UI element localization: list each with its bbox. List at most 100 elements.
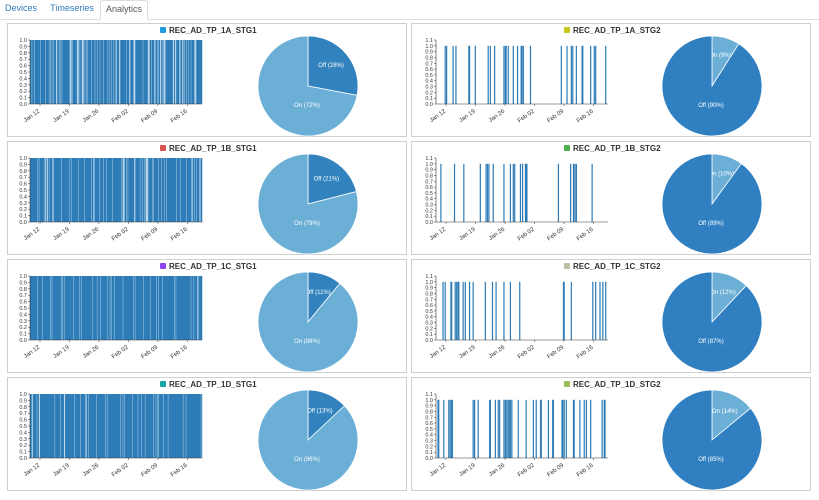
tab-devices[interactable]: Devices bbox=[4, 3, 37, 13]
bar-mark bbox=[184, 276, 186, 340]
bar-mark bbox=[88, 276, 90, 340]
bar-mark bbox=[153, 158, 155, 222]
bar-mark bbox=[101, 40, 103, 104]
bar-mark bbox=[440, 163, 442, 222]
bar-mark bbox=[37, 276, 39, 340]
bar-mark bbox=[57, 276, 59, 340]
bar-mark bbox=[47, 276, 49, 340]
y-tick-label: 0.2 bbox=[19, 443, 27, 449]
bar-mark bbox=[35, 276, 37, 340]
tab-timeseries[interactable]: Timeseries bbox=[50, 3, 94, 13]
bar-mark bbox=[169, 158, 170, 222]
bar-mark bbox=[34, 158, 36, 222]
bar-mark bbox=[171, 276, 173, 340]
bar-mark bbox=[582, 45, 584, 104]
bar-mark bbox=[200, 40, 202, 104]
bar-mark bbox=[574, 163, 576, 222]
bar-mark bbox=[437, 399, 439, 458]
bar-mark bbox=[49, 276, 51, 340]
bar-mark bbox=[195, 276, 197, 340]
bar-mark bbox=[155, 276, 157, 340]
bar-mark bbox=[142, 158, 144, 222]
x-tick-label: Feb 02 bbox=[111, 108, 130, 124]
bar-mark bbox=[592, 281, 594, 340]
bar-mark bbox=[40, 394, 42, 458]
pie-label: Off (13%) bbox=[307, 409, 333, 415]
bar-mark bbox=[53, 276, 55, 340]
bar-mark bbox=[86, 276, 88, 340]
bar-mark bbox=[192, 276, 194, 340]
bar-mark bbox=[180, 158, 182, 222]
bar-mark bbox=[75, 394, 77, 458]
bar-mark bbox=[507, 399, 509, 458]
bar-mark bbox=[194, 394, 196, 458]
pie-slice bbox=[257, 153, 359, 255]
y-tick-label: 0.9 bbox=[19, 44, 27, 50]
bar-mark bbox=[160, 394, 162, 458]
bar-mark bbox=[62, 394, 64, 458]
bar-mark bbox=[186, 276, 188, 340]
bar-mark bbox=[52, 394, 54, 458]
bar-mark bbox=[189, 394, 191, 458]
y-tick-label: 0.8 bbox=[19, 51, 27, 57]
x-tick-label: Jan 12 bbox=[429, 226, 448, 242]
bar-mark bbox=[56, 276, 58, 340]
bar-mark bbox=[169, 40, 171, 104]
x-tick-label: Jan 12 bbox=[23, 344, 42, 360]
y-tick-label: 0.2 bbox=[19, 207, 27, 213]
bar-mark bbox=[57, 158, 59, 222]
bar-mark bbox=[59, 158, 61, 222]
bar-mark bbox=[94, 276, 96, 340]
pie-slice bbox=[257, 35, 358, 137]
bar-mark bbox=[40, 394, 41, 458]
bar-mark bbox=[128, 394, 130, 458]
bar-mark bbox=[168, 276, 170, 340]
bar-mark bbox=[130, 394, 132, 458]
bar-mark bbox=[179, 394, 181, 458]
bar-mark bbox=[143, 276, 145, 340]
bar-mark bbox=[97, 40, 99, 104]
bar-mark bbox=[108, 158, 110, 222]
pie-slice bbox=[307, 153, 357, 205]
bar-mark bbox=[172, 158, 174, 222]
bar-mark bbox=[108, 394, 110, 458]
bar-mark bbox=[133, 394, 135, 458]
bar-mark bbox=[93, 276, 95, 340]
y-tick-label: 1.1 bbox=[425, 274, 433, 280]
bar-mark bbox=[184, 40, 186, 104]
bar-mark bbox=[91, 276, 93, 340]
y-tick-label: 0.6 bbox=[425, 185, 433, 191]
bar-mark bbox=[161, 40, 163, 104]
bar-mark bbox=[489, 399, 491, 458]
bar-mark bbox=[157, 394, 159, 458]
bar-mark bbox=[489, 399, 491, 458]
y-tick-label: 0.5 bbox=[425, 73, 433, 79]
bar-mark bbox=[124, 158, 126, 222]
bar-mark bbox=[139, 394, 141, 458]
bar-mark bbox=[603, 399, 605, 458]
bar-mark bbox=[196, 158, 198, 222]
bar-mark bbox=[70, 394, 72, 458]
bar-mark bbox=[159, 276, 160, 340]
bar-mark bbox=[85, 276, 87, 340]
bar-mark bbox=[104, 40, 106, 104]
bar-mark bbox=[55, 394, 57, 458]
bar-mark bbox=[516, 45, 519, 104]
bar-mark bbox=[117, 40, 119, 104]
x-tick-label: Feb 09 bbox=[546, 462, 565, 478]
bar-mark bbox=[547, 399, 549, 458]
chart-title-text: REC_AD_TP_1D_STG2 bbox=[573, 380, 661, 389]
pie-label: On (72%) bbox=[294, 103, 320, 109]
bar-mark bbox=[143, 158, 145, 222]
bar-mark bbox=[51, 394, 53, 458]
bar-mark bbox=[161, 158, 163, 222]
bar-mark bbox=[77, 276, 79, 340]
tab-analytics[interactable]: Analytics bbox=[100, 0, 148, 20]
bar-mark bbox=[56, 158, 58, 222]
bar-mark bbox=[87, 394, 89, 458]
chart-panel: REC_AD_TP_1B_STG2 0.0 0.1 0.2 0.3 0.4 0.5 0.6 0.… bbox=[411, 141, 811, 255]
bar-mark bbox=[188, 40, 190, 104]
y-tick-label: 1.0 bbox=[19, 38, 27, 44]
bar-mark bbox=[105, 276, 107, 340]
bar-mark bbox=[85, 158, 87, 222]
